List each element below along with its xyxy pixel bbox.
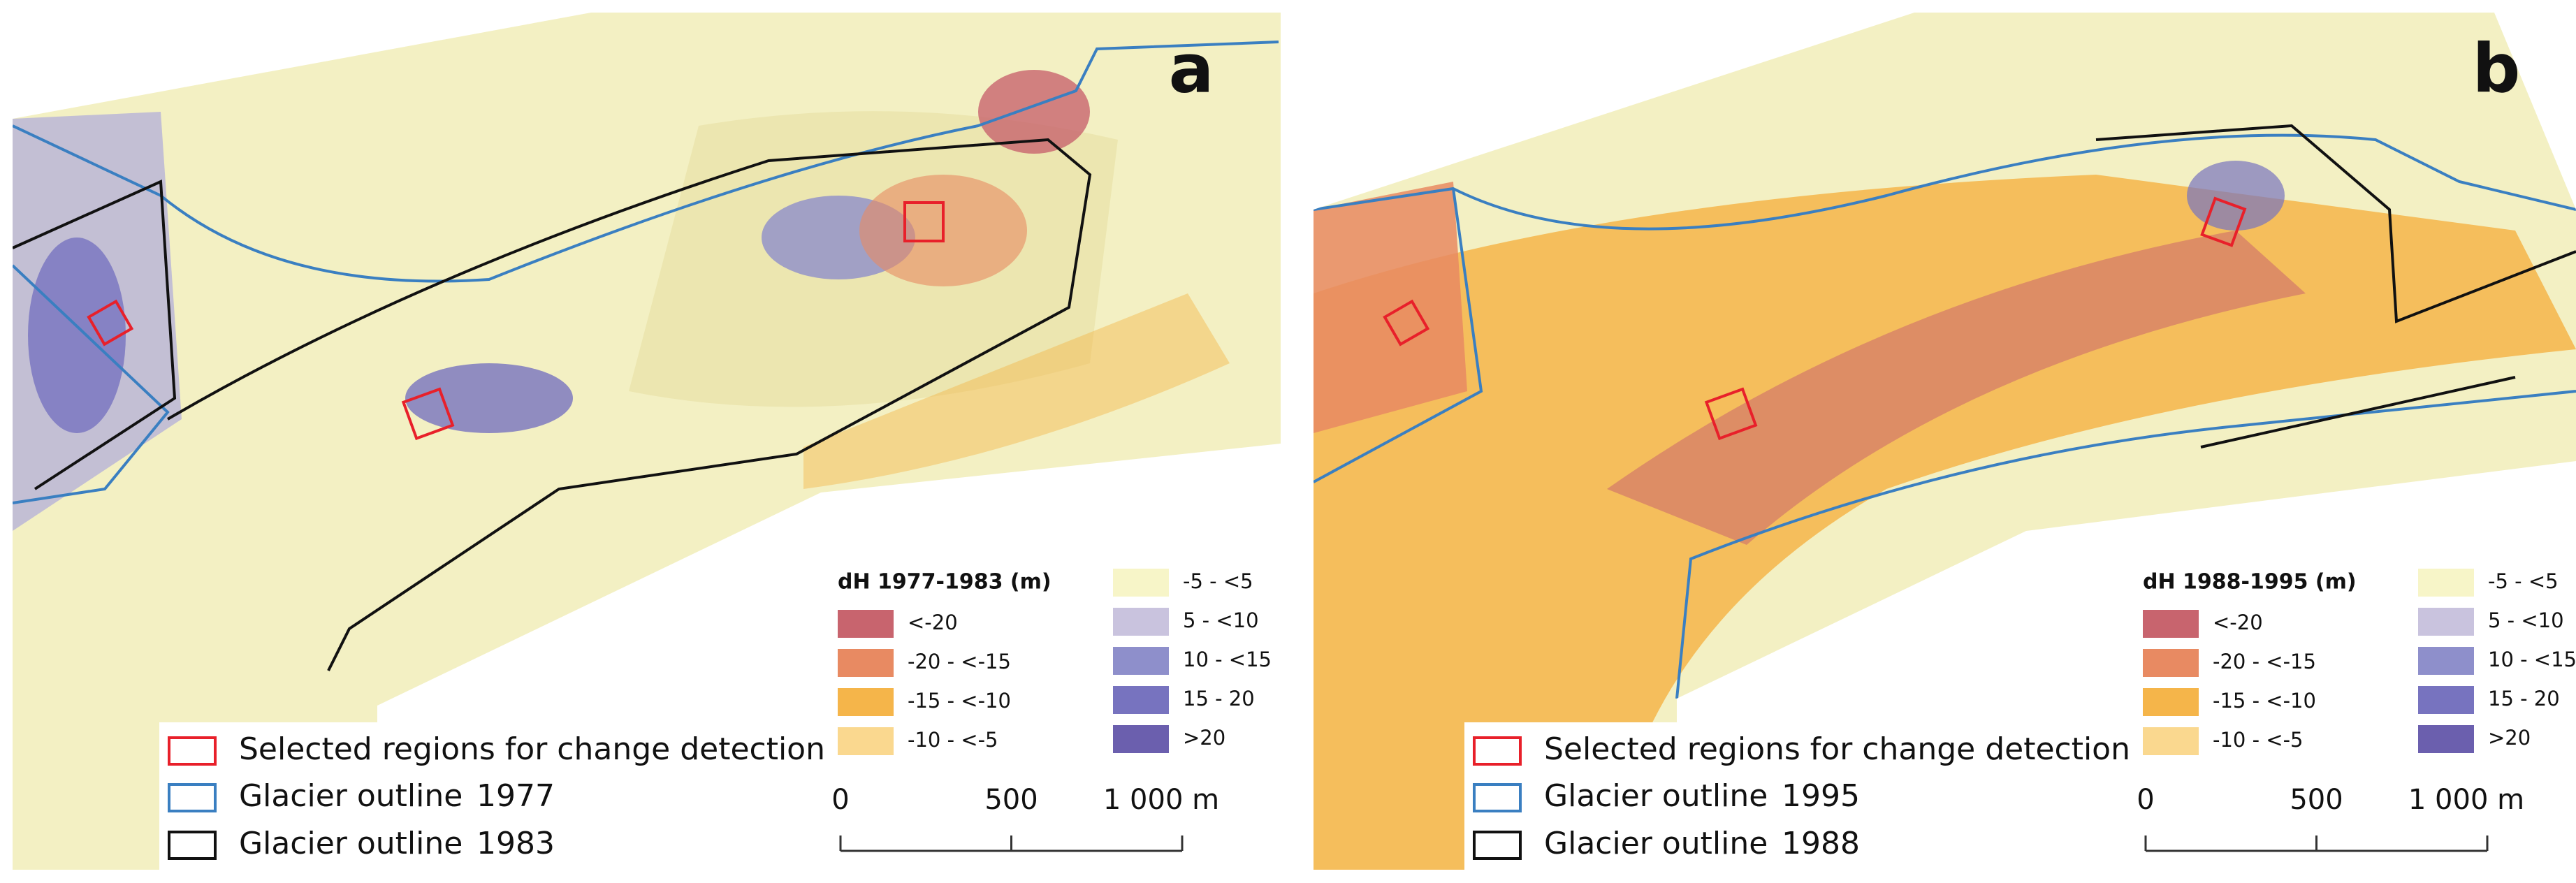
region bbox=[87, 299, 134, 346]
legend-bg bbox=[828, 559, 1289, 761]
class-label: <-20 bbox=[908, 611, 958, 634]
legend-label: Glacier outline bbox=[1544, 826, 1768, 861]
swatch bbox=[1473, 783, 1522, 812]
class-swatch bbox=[838, 727, 894, 755]
class-swatch bbox=[1113, 608, 1169, 636]
change-zone bbox=[978, 70, 1090, 154]
class-swatch bbox=[1113, 686, 1169, 714]
change-zone bbox=[803, 293, 1230, 489]
region bbox=[2200, 196, 2247, 247]
outline-1977 bbox=[13, 264, 170, 504]
panel-label: a bbox=[1169, 29, 1214, 108]
class-swatch bbox=[2418, 647, 2474, 675]
legend-label: Glacier outline bbox=[1544, 778, 1768, 814]
class-swatch bbox=[2143, 688, 2199, 716]
change-zone bbox=[2187, 161, 2285, 231]
legend-label: Selected regions for change detection bbox=[239, 731, 825, 767]
class-swatch bbox=[2143, 727, 2199, 755]
legend-box bbox=[1464, 722, 2110, 870]
class-label: 15 - 20 bbox=[2488, 687, 2560, 710]
outline-1977 bbox=[13, 41, 1279, 283]
class-swatch bbox=[2143, 649, 2199, 677]
panel-label: b bbox=[2473, 29, 2521, 108]
class-swatch bbox=[2418, 686, 2474, 714]
legend-label: Glacier outline bbox=[239, 826, 463, 861]
change-zone bbox=[28, 238, 126, 433]
legend-label: Glacier outline bbox=[239, 778, 463, 814]
class-swatch bbox=[838, 610, 894, 638]
region bbox=[903, 201, 945, 242]
panel-legend: b Selected regions for change detection Gl… bbox=[1464, 29, 2576, 870]
swatch bbox=[168, 783, 217, 812]
scale-label: 0 bbox=[2137, 784, 2154, 816]
scale-label: 500 bbox=[2290, 784, 2343, 816]
legend-title: dH 1977-1983 (m) bbox=[838, 570, 1051, 594]
scale-label: 1 000 m bbox=[1103, 784, 1219, 816]
legend-year: 1983 bbox=[476, 826, 555, 861]
region bbox=[401, 387, 455, 441]
legend-label: Selected regions for change detection bbox=[1544, 731, 2130, 767]
outline-1988 bbox=[2095, 124, 2576, 448]
class-label: <-20 bbox=[2213, 611, 2263, 634]
class-swatch bbox=[2143, 610, 2199, 638]
legend-bg bbox=[2133, 559, 2576, 761]
class-swatch bbox=[1113, 725, 1169, 753]
class-label: >20 bbox=[1183, 726, 1225, 750]
class-label: -5 - <5 bbox=[2488, 569, 2559, 593]
class-label: -20 - <-15 bbox=[908, 650, 1011, 673]
outline-1995 bbox=[1314, 188, 2576, 699]
scale-label: 500 bbox=[984, 784, 1038, 816]
change-zone bbox=[405, 363, 573, 433]
class-label: -15 - <-10 bbox=[908, 689, 1011, 713]
class-label: -5 - <5 bbox=[1183, 569, 1253, 593]
change-zone bbox=[1607, 231, 2306, 545]
legend-year: 1995 bbox=[1782, 778, 1860, 814]
swatch bbox=[168, 736, 217, 766]
outline-1995 bbox=[1314, 133, 2576, 231]
class-swatch bbox=[1113, 647, 1169, 675]
panel-legend: a Selected regions for change detection Gl… bbox=[159, 29, 1289, 870]
swatch bbox=[1473, 831, 1522, 860]
region bbox=[1383, 299, 1430, 346]
class-label: -20 - <-15 bbox=[2213, 650, 2316, 673]
change-zone bbox=[1314, 182, 1467, 433]
change-zone bbox=[1314, 175, 2576, 870]
region bbox=[1704, 387, 1758, 441]
class-label: 15 - 20 bbox=[1183, 687, 1255, 710]
class-swatch bbox=[2418, 725, 2474, 753]
class-label: >20 bbox=[2488, 726, 2531, 750]
class-swatch bbox=[838, 688, 894, 716]
class-label: -10 - <-5 bbox=[908, 728, 998, 752]
class-label: 5 - <10 bbox=[2488, 608, 2564, 632]
class-swatch bbox=[2418, 608, 2474, 636]
class-label: -15 - <-10 bbox=[2213, 689, 2316, 713]
legend-year: 1988 bbox=[1782, 826, 1860, 861]
class-label: 5 - <10 bbox=[1183, 608, 1259, 632]
swatch bbox=[168, 831, 217, 860]
legend-box bbox=[159, 722, 805, 870]
class-label: 10 - <15 bbox=[1183, 648, 1272, 671]
swatch bbox=[1473, 736, 1522, 766]
outline-1983 bbox=[13, 138, 1092, 671]
legend-year: 1977 bbox=[476, 778, 555, 814]
class-swatch bbox=[2418, 569, 2474, 597]
class-swatch bbox=[838, 649, 894, 677]
scale-label: 1 000 m bbox=[2408, 784, 2524, 816]
legend-title: dH 1988-1995 (m) bbox=[2143, 570, 2357, 594]
scale-label: 0 bbox=[831, 784, 849, 816]
class-label: -10 - <-5 bbox=[2213, 728, 2303, 752]
legends: a Selected regions for change detection Gl… bbox=[159, 29, 2576, 870]
class-label: 10 - <15 bbox=[2488, 648, 2576, 671]
class-swatch bbox=[1113, 569, 1169, 597]
